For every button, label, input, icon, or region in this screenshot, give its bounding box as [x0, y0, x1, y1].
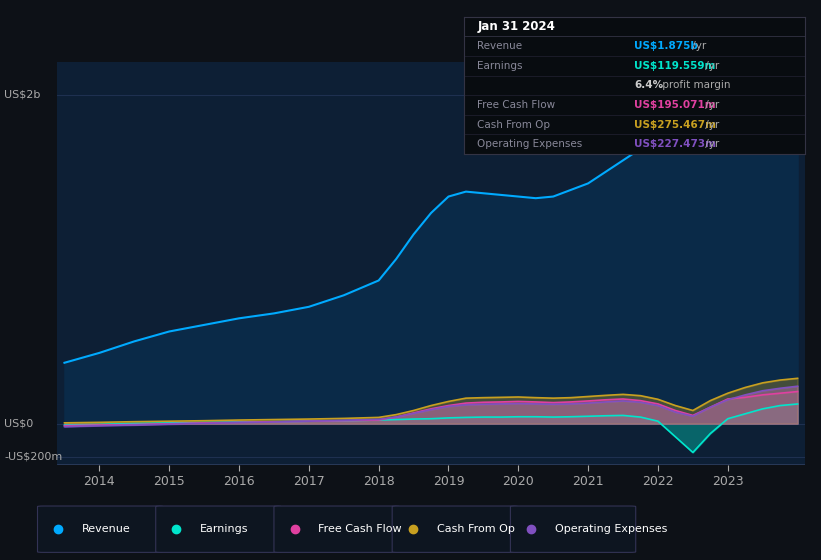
Text: Earnings: Earnings	[200, 524, 249, 534]
Text: Revenue: Revenue	[478, 41, 523, 51]
Text: Cash From Op: Cash From Op	[437, 524, 515, 534]
FancyBboxPatch shape	[274, 506, 399, 552]
Text: US$1.875b: US$1.875b	[635, 41, 698, 51]
Text: Jan 31 2024: Jan 31 2024	[478, 20, 555, 32]
Text: Free Cash Flow: Free Cash Flow	[478, 100, 556, 110]
Text: profit margin: profit margin	[658, 81, 730, 90]
Text: Revenue: Revenue	[82, 524, 131, 534]
Text: US$275.467m: US$275.467m	[635, 120, 716, 129]
Text: Operating Expenses: Operating Expenses	[555, 524, 667, 534]
Text: /yr: /yr	[702, 100, 719, 110]
FancyBboxPatch shape	[392, 506, 517, 552]
FancyBboxPatch shape	[511, 506, 635, 552]
Text: /yr: /yr	[702, 61, 719, 71]
Text: /yr: /yr	[690, 41, 707, 51]
Text: -US$200m: -US$200m	[4, 451, 62, 461]
Text: Cash From Op: Cash From Op	[478, 120, 551, 129]
Text: /yr: /yr	[702, 120, 719, 129]
Text: US$0: US$0	[4, 419, 34, 428]
Text: US$119.559m: US$119.559m	[635, 61, 716, 71]
Text: Free Cash Flow: Free Cash Flow	[319, 524, 402, 534]
FancyBboxPatch shape	[156, 506, 281, 552]
Text: US$227.473m: US$227.473m	[635, 139, 716, 149]
Text: Earnings: Earnings	[478, 61, 523, 71]
FancyBboxPatch shape	[38, 506, 163, 552]
Text: Operating Expenses: Operating Expenses	[478, 139, 583, 149]
Text: 6.4%: 6.4%	[635, 81, 663, 90]
Text: /yr: /yr	[702, 139, 719, 149]
Text: US$195.071m: US$195.071m	[635, 100, 716, 110]
Text: US$2b: US$2b	[4, 90, 40, 100]
